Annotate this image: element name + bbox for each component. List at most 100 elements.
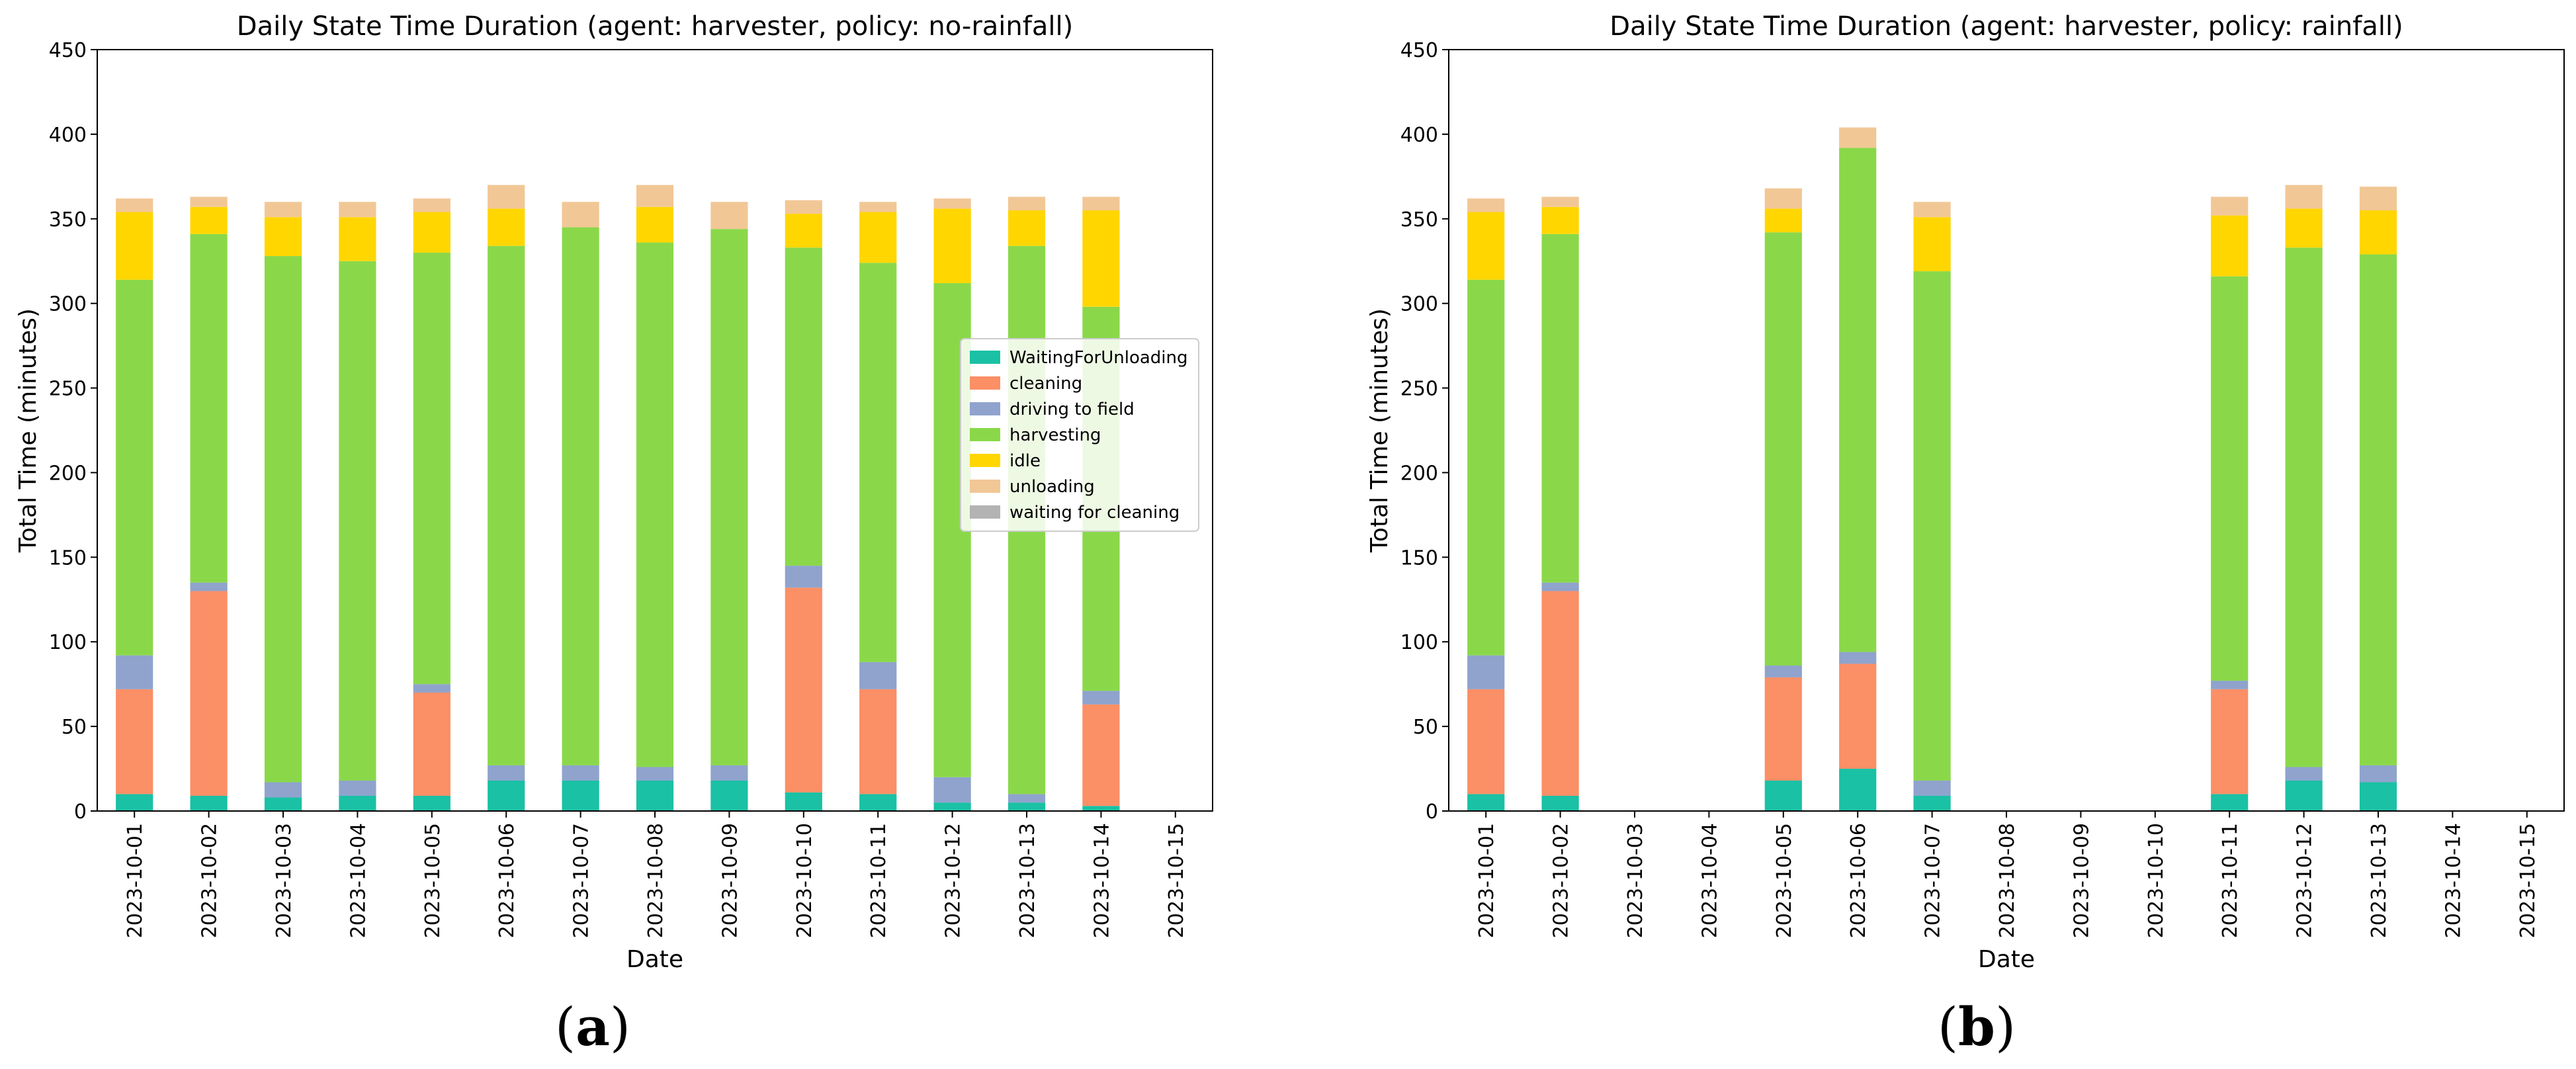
- y-tick-label: 350: [49, 208, 87, 232]
- bar-segment-cleaning: [859, 689, 897, 794]
- bar-segment-driving-to-field: [339, 780, 376, 796]
- legend-entry: cleaning: [1009, 374, 1082, 394]
- bar-segment-unloading: [1082, 196, 1120, 210]
- bar-segment-unloading: [116, 198, 153, 212]
- bar-segment-cleaning: [2211, 689, 2249, 794]
- bar-segment-harvesting: [413, 252, 451, 685]
- chart-panel-b: Daily State Time Duration (agent: harves…: [1366, 11, 2565, 973]
- bar-segment-harvesting: [2211, 276, 2249, 681]
- x-tick-label: 2023-10-12: [942, 823, 965, 938]
- chart-title: Daily State Time Duration (agent: harves…: [237, 11, 1073, 42]
- bar-segment-idle: [785, 214, 822, 248]
- bar-segment-driving-to-field: [1541, 582, 1579, 591]
- bar-segment-harvesting: [636, 242, 674, 767]
- y-tick-label: 300: [49, 293, 87, 316]
- y-tick-label: 0: [1426, 800, 1438, 824]
- bar-segment-driving-to-field: [1764, 665, 1802, 677]
- bar-segment-harvesting: [859, 263, 897, 662]
- x-tick-label: 2023-10-07: [570, 823, 593, 938]
- x-tick-label: 2023-10-12: [2294, 823, 2317, 938]
- x-tick-label: 2023-10-08: [1996, 823, 2019, 938]
- x-tick-label: 2023-10-01: [124, 823, 147, 938]
- bar-segment-driving-to-field: [636, 767, 674, 781]
- bar-segment-idle: [636, 206, 674, 243]
- x-tick-label: 2023-10-02: [198, 823, 222, 938]
- bar-segment-waitingforunloading: [636, 780, 674, 811]
- bar-segment-cleaning: [1467, 689, 1505, 794]
- bar-segment-harvesting: [785, 247, 822, 566]
- bar-segment-driving-to-field: [264, 782, 302, 798]
- panel-label-a: (a): [555, 996, 630, 1058]
- bar-segment-harvesting: [264, 256, 302, 783]
- y-tick-label: 250: [49, 378, 87, 401]
- bar-segment-waitingforunloading: [413, 795, 451, 811]
- x-tick-label: 2023-10-11: [2219, 823, 2242, 938]
- bar-segment-cleaning: [1541, 591, 1579, 796]
- bar-segment-driving-to-field: [1467, 655, 1505, 689]
- y-tick-label: 100: [1400, 631, 1438, 654]
- bar-segment-waitingforunloading: [933, 802, 971, 811]
- bar-segment-idle: [488, 208, 525, 246]
- legend: WaitingForUnloading cleaning driving to fi…: [960, 338, 1199, 532]
- x-tick-label: 2023-10-13: [2368, 823, 2391, 938]
- bar-segment-unloading: [562, 202, 599, 228]
- x-axis-label: Date: [1978, 946, 2035, 973]
- panel-label-b: (b): [1938, 996, 2016, 1058]
- bar-segment-harvesting: [339, 261, 376, 781]
- bar-segment-waitingforunloading: [1764, 780, 1802, 811]
- bar-segment-driving-to-field: [785, 566, 822, 588]
- legend-entry: harvesting: [1009, 425, 1101, 445]
- x-tick-label: 2023-10-14: [2442, 823, 2465, 938]
- bar-segment-driving-to-field: [2285, 767, 2323, 781]
- y-tick-label: 200: [49, 462, 87, 485]
- y-tick-label: 300: [1400, 293, 1438, 316]
- bar-segment-waitingforunloading: [710, 780, 748, 811]
- bar-segment-unloading: [1541, 196, 1579, 207]
- y-tick-label: 50: [1413, 716, 1438, 739]
- bar-segment-harvesting: [116, 279, 153, 656]
- bar-segment-waitingforunloading: [488, 780, 525, 811]
- bar-segment-driving-to-field: [933, 777, 971, 803]
- bar-segment-driving-to-field: [710, 765, 748, 781]
- x-tick-label: 2023-10-03: [1624, 823, 1647, 938]
- bar-segment-unloading: [710, 202, 748, 230]
- bar-segment-waitingforunloading: [785, 792, 822, 811]
- bar-segment-driving-to-field: [1913, 780, 1951, 796]
- bar-segment-unloading: [933, 198, 971, 209]
- bar-segment-waitingforunloading: [339, 795, 376, 811]
- legend-swatch: [970, 454, 1000, 467]
- bar-segment-idle: [190, 206, 228, 234]
- x-tick-label: 2023-10-13: [1016, 823, 1039, 938]
- bar-segment-waitingforunloading: [1541, 795, 1579, 811]
- legend-swatch: [970, 505, 1000, 519]
- bar-segment-harvesting: [1467, 279, 1505, 656]
- bar-segment-unloading: [190, 196, 228, 207]
- x-tick-label: 2023-10-01: [1475, 823, 1498, 938]
- bar-segment-idle: [1082, 210, 1120, 307]
- legend-entry: unloading: [1009, 477, 1095, 497]
- bar-segment-idle: [116, 212, 153, 280]
- bar-segment-driving-to-field: [2211, 681, 2249, 689]
- bar-segment-cleaning: [413, 692, 451, 796]
- bar-segment-waitingforunloading: [1839, 769, 1877, 811]
- bar-segment-driving-to-field: [116, 655, 153, 689]
- y-tick-label: 250: [1400, 378, 1438, 401]
- bar-segment-idle: [2211, 215, 2249, 277]
- bar-segment-idle: [2285, 208, 2323, 248]
- x-tick-label: 2023-10-14: [1090, 823, 1113, 938]
- bar-segment-driving-to-field: [413, 684, 451, 693]
- panel-label-b-letter: b: [1958, 996, 1995, 1058]
- bar-segment-idle: [859, 212, 897, 263]
- y-tick-label: 100: [49, 631, 87, 654]
- legend-swatch: [970, 428, 1000, 441]
- x-tick-label: 2023-10-05: [1773, 823, 1796, 938]
- bar-segment-waitingforunloading: [264, 797, 302, 811]
- bar-segment-idle: [1467, 212, 1505, 280]
- bar-segment-harvesting: [2359, 254, 2397, 765]
- x-tick-label: 2023-10-09: [2070, 823, 2093, 938]
- bar-segment-unloading: [339, 202, 376, 218]
- bar-segment-driving-to-field: [1839, 652, 1877, 664]
- bar-segment-unloading: [1008, 196, 1046, 210]
- x-tick-label: 2023-10-07: [1922, 823, 1945, 938]
